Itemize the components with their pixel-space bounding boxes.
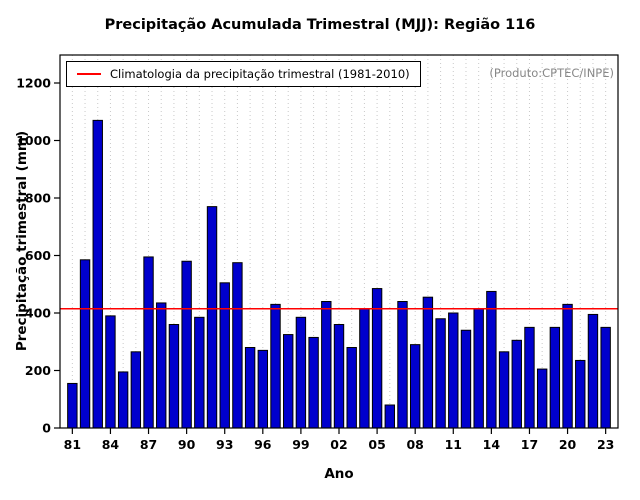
bar-2018 xyxy=(536,368,548,429)
y-tick-label: 1000 xyxy=(16,133,51,148)
bar-2021 xyxy=(575,359,586,429)
y-tick-label: 200 xyxy=(25,363,51,378)
bar-2001 xyxy=(321,301,332,429)
x-tick-label: 87 xyxy=(140,437,157,452)
bar-2011 xyxy=(448,312,459,429)
bar-1989 xyxy=(168,324,180,429)
bar-2022 xyxy=(587,313,599,429)
y-tick-label: 1200 xyxy=(16,76,51,91)
bar-2023 xyxy=(600,326,611,429)
x-tick-label: 11 xyxy=(445,437,462,452)
legend: Climatologia da precipitação trimestral … xyxy=(66,61,421,87)
bar-1985 xyxy=(117,371,129,429)
chart-title: Precipitação Acumulada Trimestral (MJJ):… xyxy=(104,17,536,33)
bar-2008 xyxy=(409,344,421,429)
bar-1994 xyxy=(232,262,243,429)
bar-1998 xyxy=(283,334,294,429)
bar-2009 xyxy=(422,296,434,429)
bar-2010 xyxy=(435,318,446,429)
bar-2015 xyxy=(498,351,510,429)
bar-2016 xyxy=(511,339,522,429)
x-tick-label: 93 xyxy=(216,437,233,452)
bar-2005 xyxy=(371,288,383,429)
bar-2017 xyxy=(524,326,535,429)
bar-1983 xyxy=(92,119,103,429)
x-tick-label: 20 xyxy=(559,437,577,452)
bar-2003 xyxy=(346,347,357,429)
bar-2013 xyxy=(473,308,484,429)
bar-2006 xyxy=(384,404,395,429)
x-tick-label: 17 xyxy=(521,437,538,452)
bar-2007 xyxy=(397,301,408,429)
y-tick-label: 800 xyxy=(25,191,51,206)
bar-1982 xyxy=(79,259,91,429)
bar-2019 xyxy=(549,326,561,429)
x-tick-label: 81 xyxy=(64,437,81,452)
legend-label: Climatologia da precipitação trimestral … xyxy=(110,67,410,81)
y-tick-label: 0 xyxy=(42,421,51,436)
climatology-line-icon xyxy=(77,73,101,75)
bar-2002 xyxy=(333,324,345,429)
bar-2000 xyxy=(308,336,319,429)
bar-1995 xyxy=(244,347,256,429)
bar-1981 xyxy=(67,382,78,429)
y-tick-label: 400 xyxy=(25,306,51,321)
x-axis-label: Ano xyxy=(324,466,354,482)
bar-2014 xyxy=(486,290,497,429)
product-annotation: (Produto:CPTEC/INPE) xyxy=(489,66,614,80)
bar-2004 xyxy=(359,308,370,429)
bar-1996 xyxy=(257,349,269,429)
x-tick-label: 05 xyxy=(368,437,385,452)
bar-2012 xyxy=(460,329,472,429)
x-tick-label: 99 xyxy=(292,437,309,452)
x-tick-label: 23 xyxy=(597,437,614,452)
bar-1990 xyxy=(181,260,192,429)
x-tick-label: 90 xyxy=(178,437,196,452)
x-tick-label: 96 xyxy=(254,437,272,452)
bar-2020 xyxy=(562,303,573,429)
bar-1987 xyxy=(143,256,154,429)
bar-1984 xyxy=(105,315,116,429)
x-tick-label: 14 xyxy=(483,437,501,452)
x-tick-label: 02 xyxy=(330,437,347,452)
x-tick-label: 84 xyxy=(102,437,120,452)
x-tick-label: 08 xyxy=(406,437,423,452)
bar-1991 xyxy=(194,316,205,429)
y-tick-label: 600 xyxy=(25,248,51,263)
bar-1988 xyxy=(156,302,167,429)
bar-1993 xyxy=(219,282,230,429)
bar-1992 xyxy=(206,206,218,429)
bar-1999 xyxy=(295,316,307,429)
bar-1997 xyxy=(270,303,281,429)
bar-1986 xyxy=(130,351,142,429)
